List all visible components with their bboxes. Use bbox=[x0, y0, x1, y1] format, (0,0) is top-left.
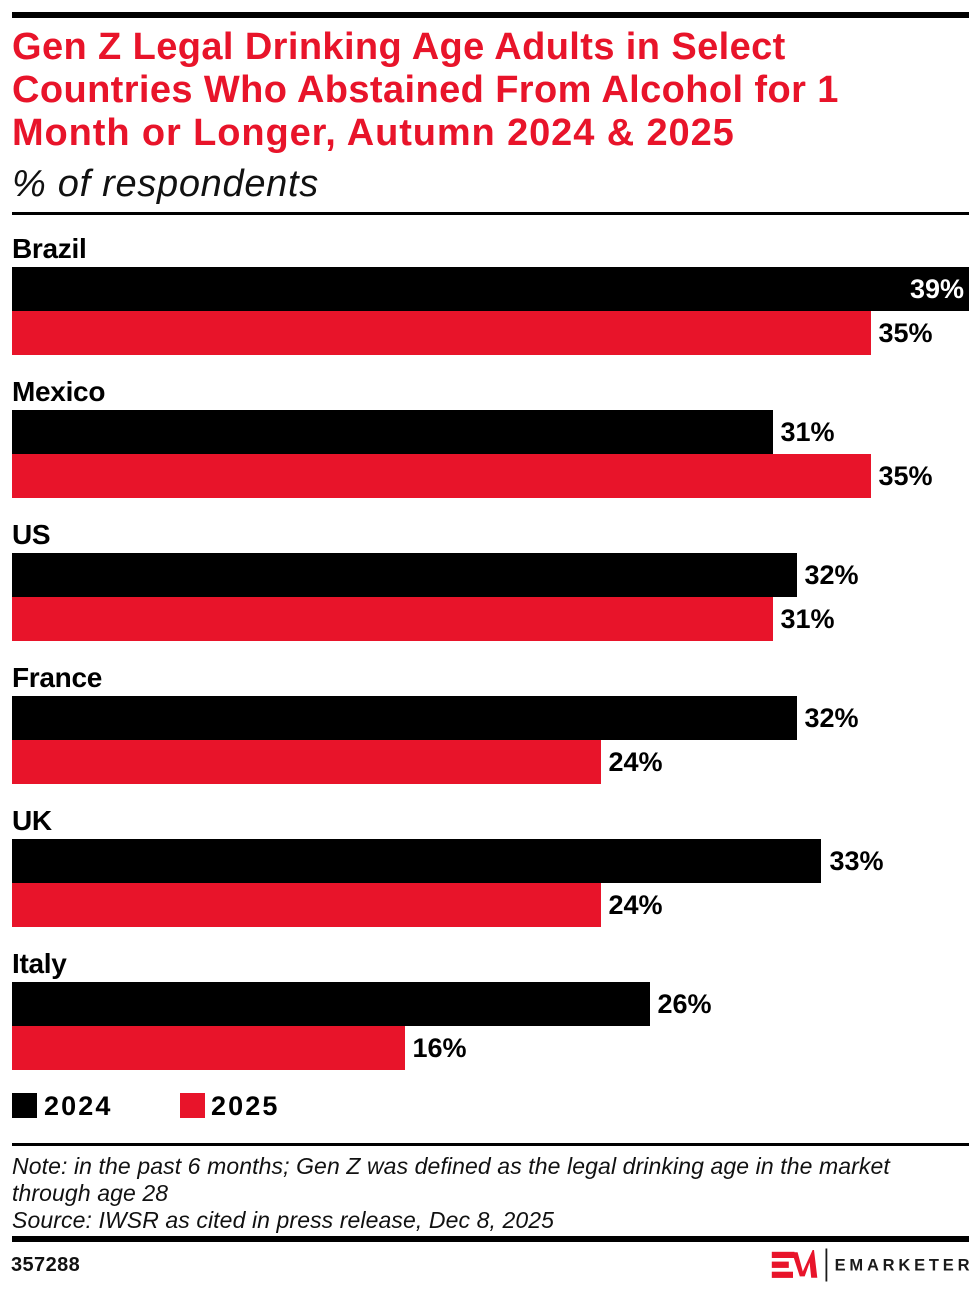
svg-text:EMARKETER: EMARKETER bbox=[835, 1256, 974, 1274]
